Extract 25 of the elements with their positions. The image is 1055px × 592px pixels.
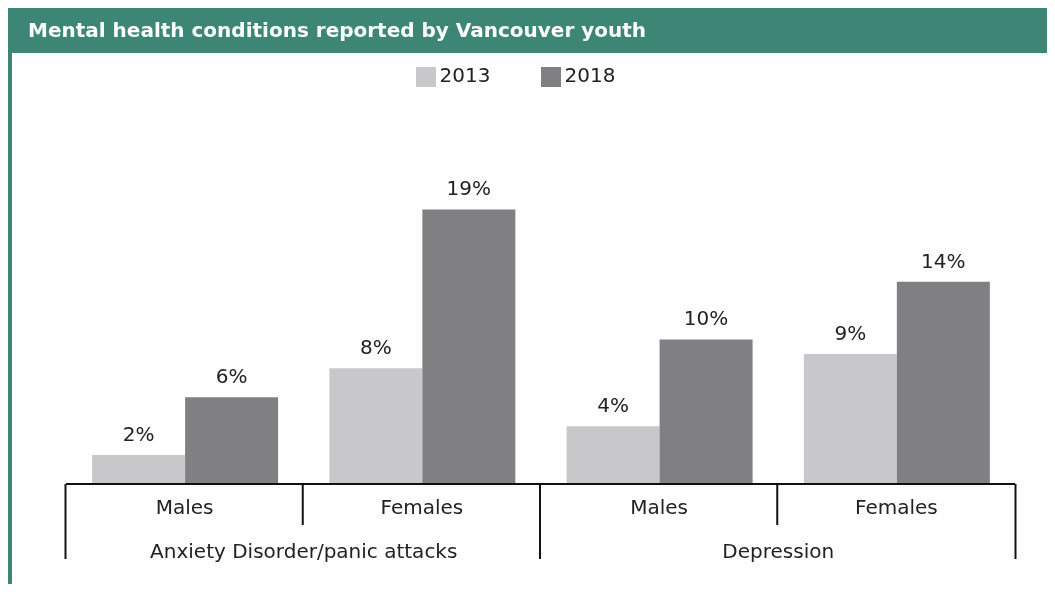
bar <box>422 209 516 484</box>
bar <box>329 368 423 484</box>
x-tick-label: Males <box>155 495 214 519</box>
data-label: 8% <box>359 335 392 360</box>
x-tick-label: Females <box>380 495 464 519</box>
legend-label: 2018 <box>564 63 616 87</box>
bar <box>92 455 186 484</box>
data-label: 4% <box>597 393 629 418</box>
text: Depression <box>722 539 835 563</box>
bar <box>566 426 660 484</box>
text: Anxiety Disorder/panic attacks <box>150 539 458 563</box>
data-label: 2% <box>122 422 155 447</box>
x-tick-label: Females <box>855 495 938 519</box>
data-label: 6% <box>215 364 248 389</box>
chart-title: Mental health conditions reported by Vancouver youth <box>12 8 1047 53</box>
x-tick-label: Males <box>630 495 689 519</box>
bar <box>803 353 897 484</box>
data-label: 19% <box>446 176 492 201</box>
data-label: 14% <box>921 248 966 273</box>
bar <box>185 397 279 484</box>
data-label: 9% <box>834 320 867 345</box>
bar <box>896 281 990 484</box>
legend-label: 2013 <box>439 63 491 87</box>
bar <box>659 339 753 484</box>
data-label: 10% <box>683 306 729 331</box>
